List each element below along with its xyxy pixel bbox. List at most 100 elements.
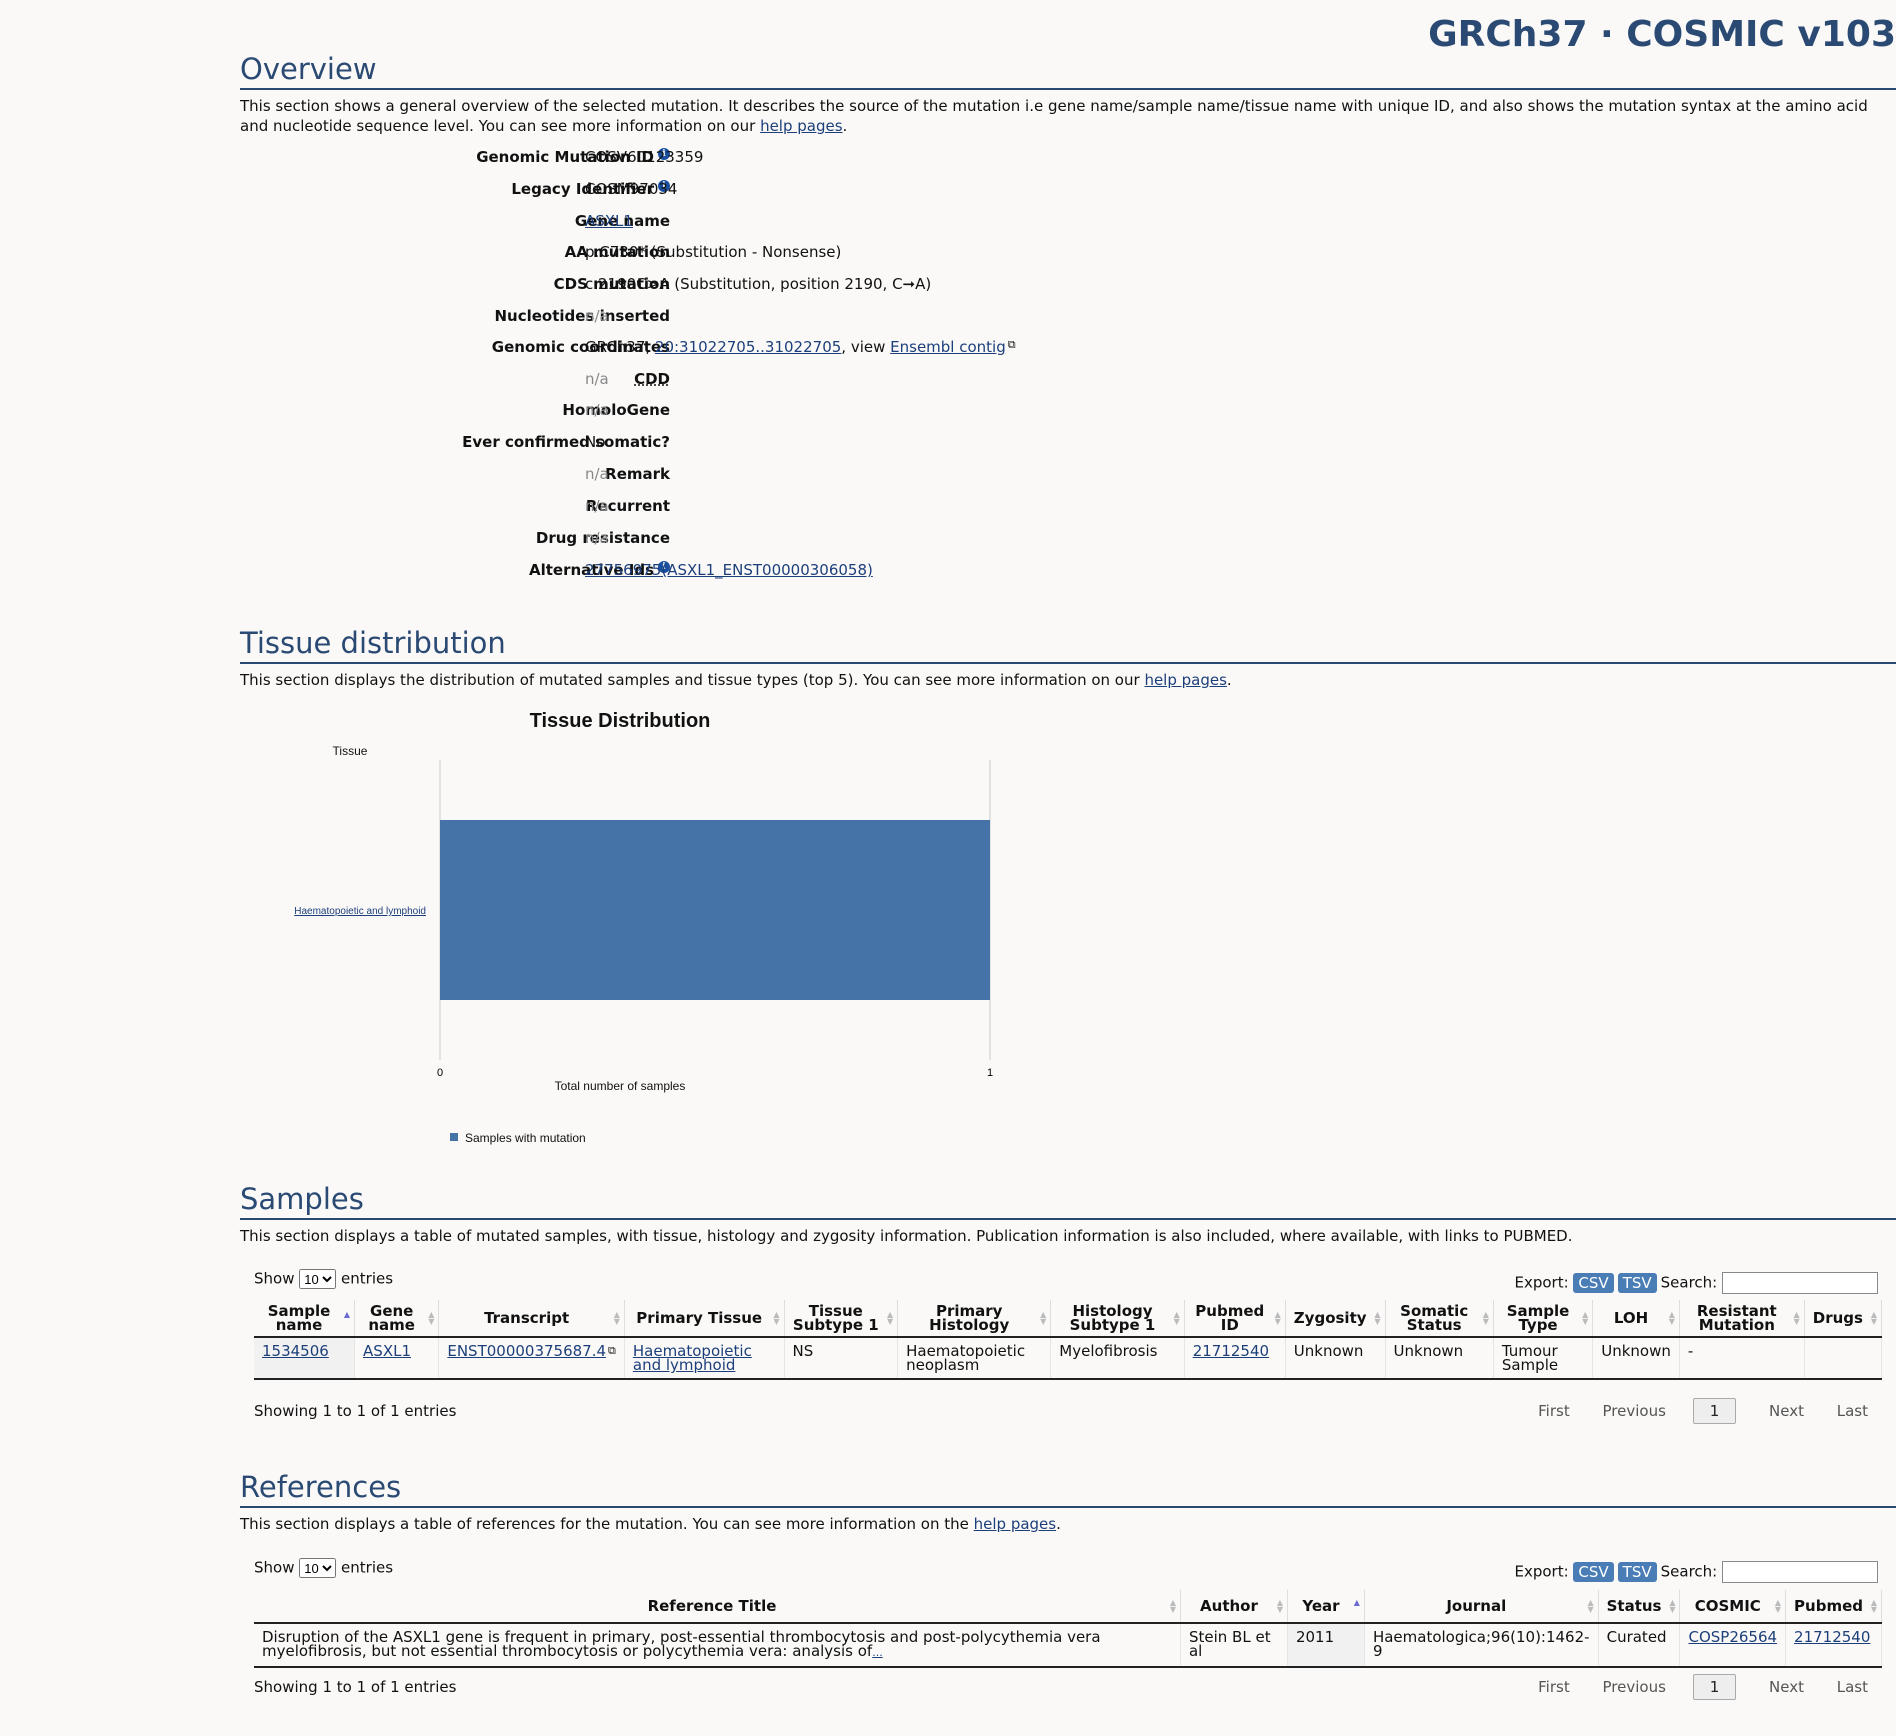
references-section: References This section displays a table… — [240, 1470, 1896, 1534]
references-page-length-select[interactable]: 10 — [299, 1558, 337, 1578]
alternative-ids-link[interactable]: 27756975(ASXL1_ENST00000306058) — [585, 561, 873, 579]
gene-link[interactable]: ASXL1 — [363, 1342, 411, 1360]
col-year[interactable]: Year ▲ — [1287, 1590, 1365, 1624]
label-aa-mutation: AA mutation — [564, 243, 670, 261]
label-gene-name: Gene name — [574, 212, 670, 230]
legend-swatch — [450, 1133, 458, 1141]
page-first[interactable]: First — [1538, 1678, 1570, 1696]
overview-help-link[interactable]: help pages — [760, 117, 843, 135]
col-loh[interactable]: LOH ▲ ▼ — [1592, 1300, 1680, 1338]
page-next[interactable]: Next — [1769, 1402, 1804, 1420]
page-last[interactable]: Last — [1836, 1678, 1868, 1696]
row-remark: Remark n/a — [240, 465, 1240, 485]
references-search-input[interactable] — [1722, 1561, 1878, 1583]
references-title: References — [240, 1470, 1896, 1508]
col-resistant-mutation[interactable]: Resistant Mutation ▲ ▼ — [1679, 1300, 1805, 1338]
somatic-status-cell: Unknown — [1385, 1337, 1494, 1380]
label-cdd: CDD — [634, 370, 670, 388]
value-cdd: n/a — [585, 370, 609, 388]
chart-bar[interactable] — [440, 820, 990, 1000]
references-csv-button[interactable]: CSV — [1573, 1561, 1614, 1582]
table-row: 1534506 ASXL1 ENST00000375687.4 ⧉ Haemato… — [254, 1337, 1883, 1380]
sample-link[interactable]: 1534506 — [262, 1342, 329, 1360]
genomic-coordinates-link[interactable]: 20:31022705..31022705 — [654, 338, 842, 356]
samples-page-length-select[interactable]: 10 — [299, 1269, 337, 1289]
ensembl-contig-link[interactable]: Ensembl contig — [890, 338, 1006, 356]
samples-csv-button[interactable]: CSV — [1573, 1272, 1614, 1293]
col-primary-histology[interactable]: Primary Histology ▲ ▼ — [897, 1300, 1052, 1338]
page-current[interactable]: 1 — [1692, 1398, 1737, 1424]
col-author[interactable]: Author ▲ ▼ — [1180, 1590, 1288, 1624]
row-alternative-ids: Alternative Ids i 27756975(ASXL1_ENST0000… — [240, 561, 1240, 581]
col-cosmic[interactable]: COSMIC ▲ ▼ — [1679, 1590, 1787, 1624]
overview-table: Genomic Mutation ID i COSV60123359 Legacy… — [240, 148, 1240, 588]
label-recurrent: Recurrent — [585, 497, 670, 515]
overview-section: Overview This section shows a general ov… — [240, 52, 1896, 136]
col-sample-name[interactable]: Sample name ▲ — [254, 1300, 356, 1338]
tissue-section: Tissue distribution This section display… — [240, 626, 1896, 690]
label-nucleotides-inserted: Nucleotides inserted — [494, 307, 670, 325]
col-pubmed-id[interactable]: Pubmed ID ▲ ▼ — [1184, 1300, 1286, 1338]
col-zygosity[interactable]: Zygosity ▲ ▼ — [1285, 1300, 1386, 1338]
value-ever-confirmed-somatic: No — [585, 433, 606, 451]
overview-description: This section shows a general overview of… — [240, 97, 1868, 135]
info-icon[interactable]: i — [658, 180, 670, 192]
year-cell: 2011 — [1287, 1623, 1365, 1668]
label-genomic-coordinates: Genomic coordinates — [491, 338, 670, 356]
page-previous[interactable]: Previous — [1602, 1402, 1666, 1420]
row-genomic-mutation-id: Genomic Mutation ID i COSV60123359 — [240, 148, 1240, 168]
info-icon[interactable]: i — [658, 561, 670, 573]
references-tsv-button[interactable]: TSV — [1617, 1561, 1657, 1582]
reference-title-cell: Disruption of the ASXL1 gene is frequent… — [254, 1623, 1181, 1668]
col-primary-tissue[interactable]: Primary Tissue ▲ ▼ — [624, 1300, 785, 1338]
samples-tsv-button[interactable]: TSV — [1617, 1272, 1657, 1293]
col-status[interactable]: Status ▲ ▼ — [1598, 1590, 1681, 1624]
more-ellipsis-icon[interactable]: ... — [872, 1646, 883, 1659]
row-recurrent: Recurrent n/a — [240, 497, 1240, 517]
page-first[interactable]: First — [1538, 1402, 1570, 1420]
chart-bars — [440, 820, 990, 1000]
col-tissue-subtype[interactable]: Tissue Subtype 1 ▲ ▼ — [784, 1300, 899, 1338]
value-recurrent: n/a — [585, 497, 609, 515]
col-somatic-status[interactable]: Somatic Status ▲ ▼ — [1385, 1300, 1494, 1338]
samples-search-input[interactable] — [1722, 1272, 1878, 1294]
col-transcript[interactable]: Transcript ▲ ▼ — [438, 1300, 625, 1338]
row-gene-name: Gene name ASXL1 — [240, 212, 1240, 232]
cosmic-link[interactable]: COSP26564 — [1688, 1628, 1778, 1646]
value-cds-mutation: c.2190C>A (Substitution, position 2190, … — [585, 275, 932, 293]
col-drugs[interactable]: Drugs ▲ ▼ — [1804, 1300, 1883, 1338]
chart-x-tick-label: 0 — [437, 1067, 443, 1079]
tissue-description: This section displays the distribution o… — [240, 671, 1232, 689]
info-icon[interactable]: i — [658, 148, 670, 160]
histology-subtype-cell: Myelofibrosis — [1050, 1337, 1185, 1380]
page-previous[interactable]: Previous — [1602, 1678, 1666, 1696]
label-drug-resistance: Drug resistance — [535, 529, 670, 547]
col-gene-name[interactable]: Gene name ▲ ▼ — [354, 1300, 440, 1338]
value-aa-mutation: p.C730* (Substitution - Nonsense) — [585, 243, 842, 261]
references-length-control: Show 10 entries — [254, 1558, 393, 1578]
col-reference-title[interactable]: Reference Title ▲ ▼ — [254, 1590, 1181, 1624]
label-legacy-identifier: Legacy Identifier — [511, 180, 654, 198]
col-sample-type[interactable]: Sample Type ▲ ▼ — [1493, 1300, 1594, 1338]
gene-name-link[interactable]: ASXL1 — [585, 212, 633, 230]
pubmed-link[interactable]: 21712540 — [1192, 1342, 1270, 1360]
primary-tissue-link[interactable]: Haematopoietic and lymphoid — [632, 1342, 752, 1374]
page-last[interactable]: Last — [1836, 1402, 1868, 1420]
pubmed-link[interactable]: 21712540 — [1794, 1628, 1871, 1646]
col-pubmed[interactable]: Pubmed ▲ ▼ — [1785, 1590, 1882, 1624]
samples-section: Samples This section displays a table of… — [240, 1182, 1896, 1246]
author-cell: Stein BL et al — [1180, 1623, 1288, 1668]
col-histology-subtype[interactable]: Histology Subtype 1 ▲ ▼ — [1050, 1300, 1185, 1338]
col-journal[interactable]: Journal ▲ ▼ — [1364, 1590, 1599, 1624]
legend-label: Samples with mutation — [465, 1131, 586, 1145]
tissue-help-link[interactable]: help pages — [1144, 671, 1227, 689]
chart-category-label[interactable]: Haematopoietic and lymphoid — [294, 906, 426, 917]
tissue-distribution-chart: Tissue Distribution Tissue Haematopoieti… — [294, 710, 993, 1145]
page-current[interactable]: 1 — [1692, 1674, 1737, 1700]
page-next[interactable]: Next — [1769, 1678, 1804, 1696]
references-export-search: Export: CSV TSV Search: — [1514, 1561, 1878, 1583]
references-help-link[interactable]: help pages — [973, 1515, 1057, 1533]
row-nucleotides-inserted: Nucleotides inserted n/a — [240, 307, 1240, 327]
transcript-link[interactable]: ENST00000375687.4 — [447, 1342, 607, 1360]
external-link-icon: ⧉ — [608, 1344, 616, 1357]
